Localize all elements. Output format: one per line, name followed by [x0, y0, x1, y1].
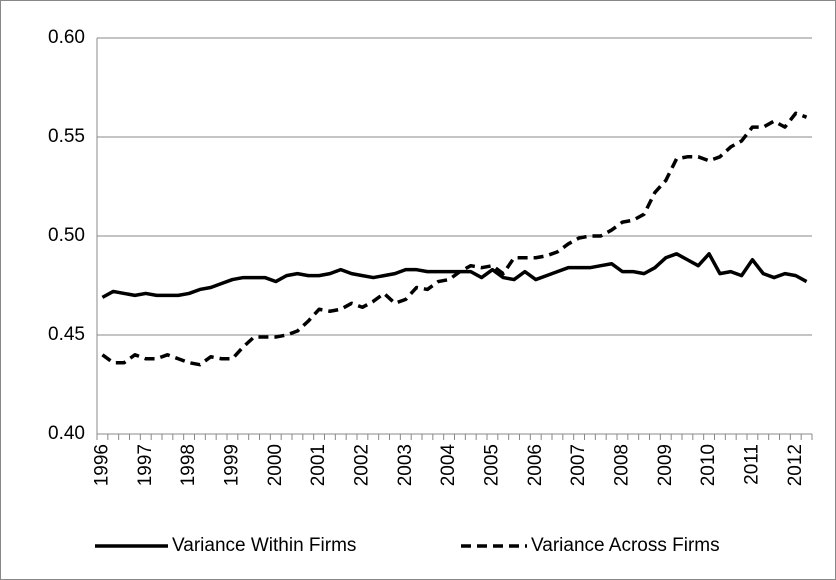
- series-line: [101, 111, 808, 367]
- x-tick-label: 2004: [438, 444, 459, 487]
- x-tick-label: 1996: [91, 444, 112, 486]
- x-tick-label: 1999: [221, 444, 242, 486]
- x-tick-label: 1998: [178, 444, 199, 486]
- x-tick-label: 2012: [785, 444, 806, 486]
- series-line: [101, 252, 808, 299]
- x-tick-label: 2010: [698, 444, 719, 486]
- x-tick-label: 2009: [655, 444, 676, 486]
- x-tick-label: 2001: [308, 444, 329, 486]
- y-tick-label: 0.50: [48, 225, 85, 246]
- x-tick-label: 2011: [741, 444, 762, 485]
- legend-label: Variance Within Firms: [172, 535, 356, 556]
- y-tick-label: 0.60: [48, 27, 85, 48]
- x-tick-label: 2000: [265, 444, 286, 486]
- legend-label: Variance Across Firms: [531, 535, 720, 556]
- x-tick-label: 2006: [525, 444, 546, 486]
- x-tick-label: 2008: [611, 444, 632, 486]
- x-tick-label: 2003: [395, 444, 416, 486]
- x-tick-label: 2005: [481, 444, 502, 486]
- y-tick-label: 0.45: [48, 324, 85, 345]
- y-tick-label: 0.55: [48, 126, 85, 147]
- x-tick-label: 2007: [568, 444, 589, 486]
- x-tick-label: 1997: [135, 444, 156, 486]
- x-tick-label: 2002: [351, 444, 372, 486]
- y-tick-label: 0.40: [48, 423, 85, 444]
